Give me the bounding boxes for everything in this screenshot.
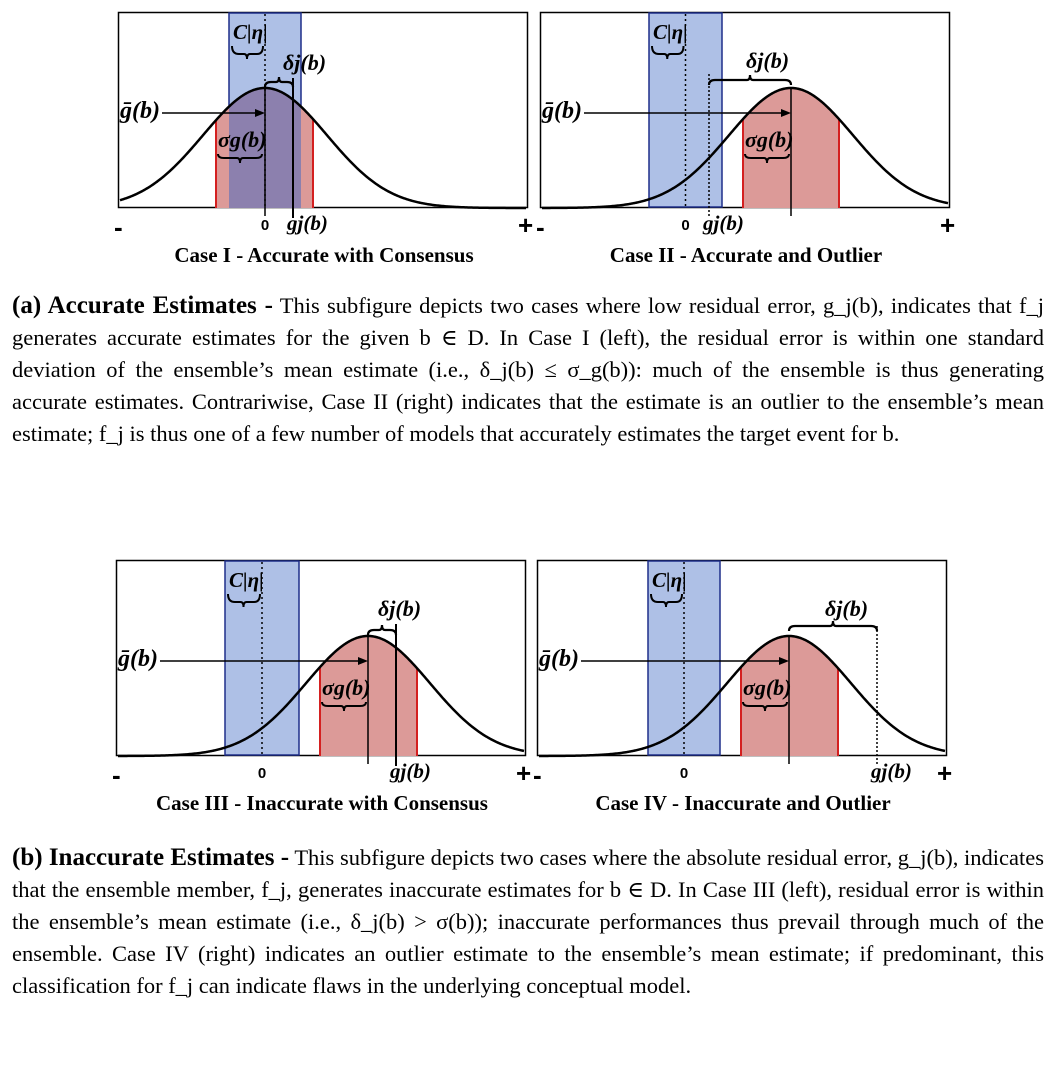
distribution-curve bbox=[542, 86, 949, 210]
consensus-label: C|η| bbox=[652, 568, 687, 592]
axis-plus-label: + bbox=[518, 210, 533, 240]
axis-plus-label: + bbox=[940, 210, 955, 240]
delta-brace bbox=[707, 74, 793, 86]
distribution-curve bbox=[119, 86, 526, 210]
panel-case-3: ḡ(b) C|η| σg(b) δj(b) - +0 gj(b) bbox=[112, 559, 531, 790]
consensus-brace bbox=[650, 593, 683, 608]
axis-zero-label: 0 bbox=[680, 765, 688, 782]
caption-case-1: Case I - Accurate with Consensus bbox=[174, 243, 474, 267]
delta-brace bbox=[263, 76, 295, 88]
sigma-brace bbox=[321, 701, 367, 712]
consensus-brace bbox=[227, 593, 261, 608]
panel-case-1: ḡ(b) C|η| σg(b) δj(b) - +0 gj(b) bbox=[114, 11, 533, 242]
sigma-label: σg(b) bbox=[745, 127, 794, 152]
mean-arrow-head bbox=[779, 657, 789, 665]
axis-minus-label: - bbox=[112, 760, 121, 790]
delta-brace bbox=[787, 620, 879, 632]
caption-case-4: Case IV - Inaccurate and Outlier bbox=[595, 791, 891, 815]
panel-case-4: ḡ(b) C|η| σg(b) δj(b) - +0 gj(b) bbox=[533, 559, 952, 790]
axis-minus-label: - bbox=[536, 212, 545, 242]
axis-zero-label: 0 bbox=[681, 217, 689, 234]
diagram-case-3: ḡ(b) C|η| σg(b) δj(b) - +0 gj(b) bbox=[112, 559, 531, 790]
axis-plus-label: + bbox=[516, 758, 531, 788]
delta-label: δj(b) bbox=[746, 48, 789, 73]
delta-brace bbox=[366, 624, 398, 636]
panel-case-2: ḡ(b) C|η| σg(b) δj(b) - +0 gj(b) bbox=[536, 11, 955, 242]
sigma-brace bbox=[742, 701, 788, 712]
subfigure-a-text: This subfigure depicts two cases where l… bbox=[12, 293, 1044, 446]
residual-label: gj(b) bbox=[389, 759, 431, 783]
subfigure-b-label: (b) Inaccurate Estimates - bbox=[12, 844, 290, 871]
caption-case-2: Case II - Accurate and Outlier bbox=[609, 243, 883, 267]
subfigure-a-caption: (a) Accurate Estimates - This subfigure … bbox=[12, 290, 1044, 450]
diagram-case-1: ḡ(b) C|η| σg(b) δj(b) - +0 gj(b) bbox=[114, 11, 533, 242]
consensus-brace bbox=[231, 45, 264, 60]
mean-arrow-head bbox=[781, 109, 791, 117]
axis-plus-label: + bbox=[937, 758, 952, 788]
subfigure-a-label: (a) Accurate Estimates - bbox=[12, 292, 273, 319]
residual-label: gj(b) bbox=[870, 759, 912, 783]
axis-zero-label: 0 bbox=[258, 765, 266, 782]
distribution-curve bbox=[118, 634, 525, 758]
axis-minus-label: - bbox=[114, 212, 123, 242]
axis-minus-label: - bbox=[533, 760, 542, 790]
delta-label: δj(b) bbox=[825, 596, 868, 621]
consensus-label: C|η| bbox=[229, 568, 264, 592]
subfigure-b-caption: (b) Inaccurate Estimates - This subfigur… bbox=[12, 842, 1044, 1002]
residual-label: gj(b) bbox=[702, 211, 744, 235]
diagram-case-4: ḡ(b) C|η| σg(b) δj(b) - +0 gj(b) bbox=[533, 559, 952, 790]
residual-label: gj(b) bbox=[286, 211, 328, 235]
mean-label: ḡ(b) bbox=[538, 646, 579, 672]
mean-label: ḡ(b) bbox=[117, 646, 158, 672]
distribution-curve bbox=[539, 634, 946, 758]
subfigure-b-text: This subfigure depicts two cases where t… bbox=[12, 845, 1044, 998]
sigma-brace bbox=[744, 153, 790, 164]
diagram-case-2: ḡ(b) C|η| σg(b) δj(b) - +0 gj(b) bbox=[536, 11, 955, 242]
sigma-brace bbox=[217, 153, 263, 164]
mean-label: ḡ(b) bbox=[119, 98, 160, 124]
delta-label: δj(b) bbox=[283, 50, 326, 75]
mean-arrow-head bbox=[255, 109, 265, 117]
delta-label: δj(b) bbox=[378, 596, 421, 621]
consensus-label: C|η| bbox=[653, 20, 688, 44]
sigma-label: σg(b) bbox=[218, 127, 267, 152]
consensus-brace bbox=[651, 45, 685, 60]
consensus-label: C|η| bbox=[233, 20, 268, 44]
axis-zero-label: 0 bbox=[261, 217, 269, 234]
panel-frame bbox=[117, 11, 529, 209]
caption-case-3: Case III - Inaccurate with Consensus bbox=[156, 791, 488, 815]
sigma-label: σg(b) bbox=[322, 675, 371, 700]
mean-arrow-head bbox=[358, 657, 368, 665]
mean-label: ḡ(b) bbox=[541, 98, 582, 124]
sigma-label: σg(b) bbox=[743, 675, 792, 700]
